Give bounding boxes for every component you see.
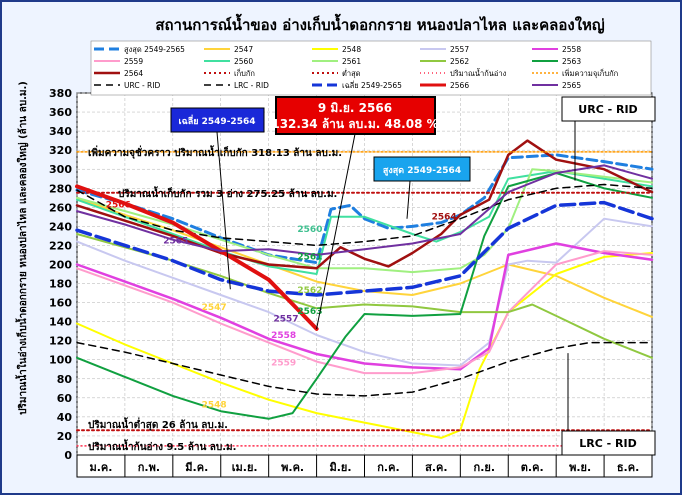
legend-label: 2558 [562,45,581,54]
avg-box-label: เฉลี่ย 2549-2564 [179,114,256,127]
series-line [76,250,653,375]
chart-title: สถานการณ์น้ำของ อ่างเก็บน้ำดอกกราย หนองป… [155,13,605,34]
series-line [76,252,653,439]
x-tick-label: เม.ย. [232,461,258,474]
min-storage-label: ปริมาณน้ำต่ำสุด 26 ล้าน ลบ.ม. [88,417,228,431]
y-tick-label: 240 [49,220,72,233]
series-line [76,341,653,397]
year-label: 2557 [273,315,298,325]
year-label: 2566 [106,200,131,210]
legend-label: 2562 [450,57,469,66]
lrc-label: LRC - RID [579,437,636,450]
legend-label: 2563 [562,57,581,66]
lrc-box [561,430,656,456]
series-line [76,196,653,318]
legend-label: สูงสุด 2549-2565 [124,45,185,54]
y-tick-label: 300 [49,163,72,176]
y-tick-label: 60 [57,392,73,405]
current-date-label: 9 มิ.ย. 2566 [318,101,392,115]
legend-label: 2547 [234,45,253,54]
series-line [75,200,654,297]
x-tick-label: มิ.ย. [330,461,352,474]
year-label: 2548 [202,400,227,410]
x-tick-label: ก.พ. [138,461,160,474]
year-label: 2560 [297,225,322,235]
y-tick-label: 360 [49,106,72,119]
dead-storage-label: ปริมาณน้ำก้นอ่าง 9.5 ล้าน ลบ.ม. [88,439,236,453]
max-box-label: สูงสุด 2549-2564 [383,166,461,176]
legend-label: URC - RID [124,81,160,90]
y-tick-label: 20 [57,430,73,443]
series-line [75,153,654,265]
legend-label: 2560 [234,57,253,66]
x-tick-label: ก.ค. [377,461,399,474]
series-line [76,217,653,367]
current-pointer [316,133,356,330]
x-tick-label: ต.ค. [521,461,544,474]
current-value-box [275,96,436,135]
series-line [76,164,653,256]
y-tick-label: 140 [49,316,72,329]
max-box [373,156,471,182]
year-label: 2563 [297,307,322,317]
legend-label: เก็บกัก [234,68,255,78]
year-label: 2562 [297,286,322,296]
increase-capacity-label: เพิ่มความจุชั่วคราว ปริมาณน้ำเก็บกัก 318… [88,145,342,159]
series-line [76,172,653,420]
current-value-label: 132.34 ล้าน ลบ.ม. 48.08 % [271,117,438,131]
y-tick-label: 40 [57,411,73,424]
series-line [76,168,653,274]
legend-label: LRC - RID [234,81,269,90]
y-tick-label: 260 [49,201,72,214]
year-label: 2558 [271,331,296,341]
y-tick-label: 80 [57,373,73,386]
year-label: 2565 [163,237,188,247]
legend-label: 2561 [342,57,361,66]
y-axis-label: ปริมาณน้ำในอ่างเก็บน้ำดอกกราย หนองปลาไหล… [15,81,29,415]
urc-box [561,96,656,122]
series-line [76,170,653,275]
legend-label: ปริมาณน้ำก้นอ่าง [450,68,507,78]
y-tick-label: 200 [49,258,72,271]
x-tick-label: ส.ค. [425,461,447,474]
series-line [76,183,653,247]
legend-label: 2548 [342,45,361,54]
series-line [75,242,654,371]
x-tick-label: มี.ค. [185,461,208,474]
y-tick-label: 160 [49,297,72,310]
storage-capacity-label: ปริมาณน้ำเก็บกัก รวม 3 อ่าง 275.25 ล้าน … [118,186,337,200]
y-tick-label: 220 [49,239,72,252]
avg-box [170,107,265,133]
y-tick-label: 380 [49,87,72,100]
legend-label: 2557 [450,45,469,54]
legend-label: เฉลี่ย 2549-2565 [342,80,402,90]
year-label: 2547 [202,303,227,313]
avg-pointer [216,131,231,290]
y-tick-label: 120 [49,335,72,348]
x-tick-label: ก.ย. [474,461,495,474]
max-pointer [406,180,411,219]
legend-label: 2566 [450,81,469,90]
year-label: 2561 [297,253,322,263]
legend-label: 2559 [124,57,143,66]
y-tick-label: 0 [64,449,72,462]
y-tick-label: 320 [49,144,72,157]
legend-label: 2565 [562,81,581,90]
year-label: 2559 [271,358,296,368]
x-tick-label: พ.ย. [569,461,591,474]
y-tick-label: 340 [49,125,72,138]
legend-label: 2564 [124,69,143,78]
legend-label: เพิ่มความจุเก็บกัก [562,68,618,78]
urc-label: URC - RID [578,103,637,116]
y-tick-label: 280 [49,182,72,195]
x-tick-label: ม.ค. [89,461,112,474]
y-tick-label: 100 [49,354,72,367]
x-tick-label: พ.ค. [281,461,304,474]
y-tick-label: 180 [49,278,72,291]
year-label: 2564 [432,213,457,223]
x-tick-label: ธ.ค. [617,461,639,474]
legend-label: ต่ำสุด [342,68,361,78]
